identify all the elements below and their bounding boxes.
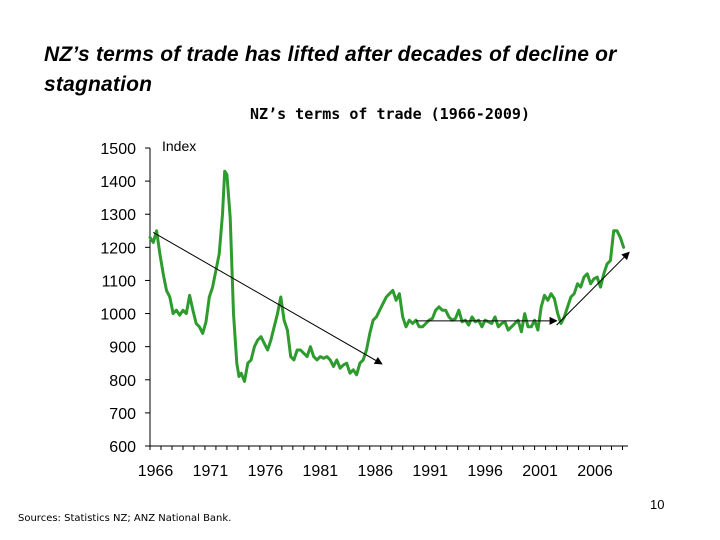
y-tick-label: 700	[109, 406, 136, 423]
x-tick-label: 1991	[412, 463, 448, 480]
trend-arrow	[556, 251, 630, 326]
x-tick-label: 1981	[303, 463, 339, 480]
series-line	[148, 169, 626, 383]
y-tick-label: 1300	[100, 207, 136, 224]
trend-arrow	[153, 231, 383, 365]
y-tick-label: 1100	[102, 273, 137, 290]
y-tick-label: 1200	[100, 240, 136, 257]
series-layer	[148, 169, 626, 383]
y-unit-label: Index	[162, 138, 196, 154]
sources-note: Sources: Statistics NZ; ANZ National Ban…	[18, 513, 232, 524]
y-tick-label: 1400	[100, 174, 136, 191]
x-tick-label: 1966	[138, 463, 174, 480]
annotation-layer	[153, 231, 630, 365]
page-number: 10	[650, 497, 665, 512]
y-tick-label: 1500	[100, 141, 136, 158]
x-tick-label: 1996	[467, 463, 503, 480]
slide-title: NZ’s terms of trade has lifted after dec…	[44, 43, 617, 96]
x-tick-label: 1976	[248, 463, 284, 480]
y-tick-label: 900	[109, 340, 136, 357]
x-tick-label: 1986	[357, 463, 393, 480]
chart-axes: 1500 1400 1300 1200 1100 1000 900 800 700 6001966…	[100, 141, 628, 480]
x-tick-label: 2006	[577, 463, 613, 480]
y-tick-label: 1000	[100, 307, 136, 324]
x-tick-label: 2001	[522, 463, 558, 480]
y-tick-label: 800	[109, 373, 136, 390]
chart-title: NZ’s terms of trade (1966-2009)	[250, 105, 530, 123]
y-tick-label: 600	[109, 439, 136, 456]
x-tick-label: 1971	[193, 463, 229, 480]
